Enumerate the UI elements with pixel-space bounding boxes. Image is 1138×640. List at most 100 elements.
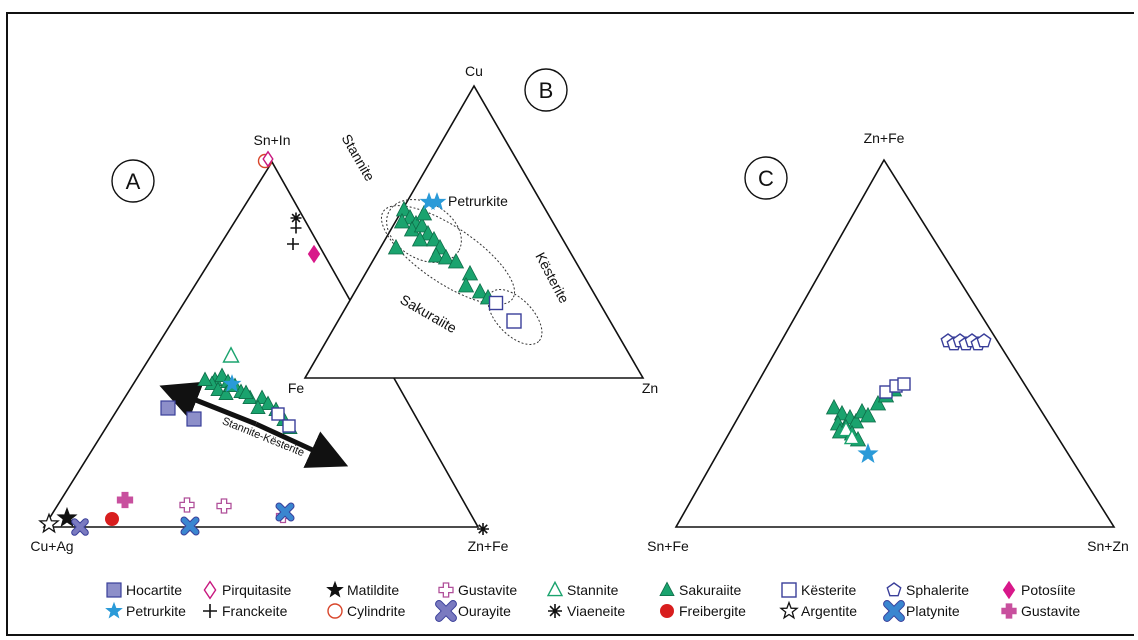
legend-item: Gustavite bbox=[438, 582, 517, 598]
legend-label: Sphalerite bbox=[906, 582, 969, 598]
legend-item: Franckeite bbox=[203, 603, 288, 619]
point-gustavite bbox=[216, 498, 232, 514]
legend-label: Franckeite bbox=[222, 603, 288, 619]
legend-item: Pirquitasite bbox=[203, 580, 291, 600]
panel-b-points bbox=[387, 192, 522, 329]
point-viaeneite bbox=[290, 212, 302, 224]
panel-b-vertex-left: Fe bbox=[288, 380, 305, 396]
point-sakuraiite bbox=[471, 282, 489, 299]
point-pirquitasite bbox=[262, 150, 274, 168]
legend-symbol-star-filled bbox=[326, 580, 344, 598]
point-sakuraiite bbox=[395, 200, 413, 217]
legend-symbol-asterisk bbox=[548, 604, 562, 618]
point-sakuraiite bbox=[218, 385, 234, 401]
legend: Hocartite Pirquitasite Matildite Gustavite S… bbox=[105, 580, 1080, 622]
legend-label: Matildite bbox=[347, 582, 399, 598]
legend-item: Kësterite bbox=[781, 582, 856, 598]
legend-label: Stannite bbox=[567, 582, 619, 598]
legend-item: Potosíite bbox=[1002, 580, 1076, 600]
panel-a-letter: A bbox=[126, 169, 141, 194]
point-stannite bbox=[837, 420, 855, 437]
point-sakuraiite bbox=[461, 264, 479, 281]
legend-item: Viaeneite bbox=[548, 603, 625, 619]
point-sakuraiite bbox=[260, 395, 276, 411]
panel-a: A Sn+In Cu+Ag Zn+Fe Stannite-Kësterite bbox=[30, 132, 508, 554]
panel-b: B Cu Fe Zn Stannite Kësterite Sakuraiite… bbox=[288, 63, 658, 396]
point-sakuraiite bbox=[869, 394, 887, 411]
point-petrurkite bbox=[427, 192, 447, 210]
point-sakuraiite bbox=[393, 212, 411, 229]
panel-c-points bbox=[825, 333, 992, 464]
legend-symbol-star-open bbox=[779, 600, 799, 620]
legend-symbol-circle-open bbox=[327, 603, 343, 619]
legend-label: Kësterite bbox=[801, 582, 856, 598]
panel-c: C Zn+Fe Sn+Fe Sn+Zn bbox=[647, 130, 1129, 554]
legend-symbol-x-filled bbox=[435, 600, 457, 622]
legend-label: Viaeneite bbox=[567, 603, 625, 619]
legend-label: Freibergite bbox=[679, 603, 746, 619]
panel-b-vertex-right: Zn bbox=[642, 380, 658, 396]
point-sakuraiite bbox=[238, 384, 254, 400]
point-petrurkite bbox=[857, 442, 879, 464]
point-viaeneite bbox=[477, 523, 489, 535]
legend-label: Cylindrite bbox=[347, 603, 406, 619]
point-ksterite bbox=[271, 407, 285, 421]
point-sakuraiite bbox=[825, 398, 843, 415]
legend-symbol-star-filled bbox=[105, 601, 123, 619]
legend-symbol-cross-filled bbox=[1001, 603, 1017, 619]
point-sakuraiite bbox=[387, 238, 405, 255]
legend-item: Gustavite bbox=[1001, 603, 1080, 619]
point-gustavite bbox=[179, 497, 195, 513]
panel-c-letter-circle bbox=[744, 156, 788, 200]
point-platynite bbox=[180, 516, 200, 536]
panel-a-vertex-right: Zn+Fe bbox=[468, 538, 509, 554]
point-sakuraiite bbox=[413, 216, 431, 233]
point-sakuraiite bbox=[437, 248, 455, 265]
legend-item: Hocartite bbox=[106, 582, 182, 598]
point-sakuraiite bbox=[250, 399, 266, 415]
point-sakuraiite bbox=[847, 412, 865, 429]
legend-item: Sphalerite bbox=[886, 582, 969, 598]
panel-b-triangle bbox=[303, 84, 645, 379]
panel-b-label-stannite: Stannite bbox=[339, 131, 379, 184]
point-matildite bbox=[56, 506, 78, 528]
point-hocartite bbox=[160, 400, 176, 416]
point-platynite bbox=[275, 502, 295, 522]
legend-symbol-cross-open bbox=[438, 582, 454, 598]
panel-b-label-petrurkite: Petrurkite bbox=[448, 193, 508, 209]
legend-item: Ourayite bbox=[435, 600, 511, 622]
panel-c-vertex-left: Sn+Fe bbox=[647, 538, 689, 554]
point-franckeite bbox=[290, 222, 302, 234]
point-gustavite bbox=[116, 491, 134, 509]
point-hocartite bbox=[186, 411, 202, 427]
legend-item: Matildite bbox=[326, 580, 399, 598]
figure-frame bbox=[6, 12, 1134, 636]
legend-item: Cylindrite bbox=[327, 603, 406, 619]
legend-symbol-triangle-filled bbox=[659, 581, 675, 596]
panel-a-vertex-top: Sn+In bbox=[254, 132, 291, 148]
point-sakuraiite bbox=[427, 246, 445, 263]
point-petrurkite bbox=[222, 374, 242, 392]
panel-c-vertex-right: Sn+Zn bbox=[1087, 538, 1129, 554]
panel-b-ellipse-sakuraiite bbox=[380, 205, 516, 305]
panel-c-vertex-top: Zn+Fe bbox=[864, 130, 905, 146]
point-sakuraiite bbox=[197, 371, 213, 387]
point-argentite bbox=[38, 512, 60, 534]
point-sakuraiite bbox=[415, 204, 433, 221]
point-sakuraiite bbox=[210, 381, 226, 397]
legend-symbol-diamond-filled bbox=[1002, 580, 1016, 600]
stannite-kesterite-arrow bbox=[159, 381, 257, 427]
point-kesterite bbox=[897, 377, 911, 391]
legend-symbol-triangle-open bbox=[546, 580, 564, 597]
point-kesterite bbox=[506, 313, 522, 329]
stannite-kesterite-arrow bbox=[254, 421, 349, 468]
panel-b-vertex-top: Cu bbox=[465, 63, 483, 79]
panel-b-letter: B bbox=[539, 78, 554, 103]
panel-a-vertex-left: Cu+Ag bbox=[30, 538, 73, 554]
panel-a-letter-circle bbox=[111, 159, 155, 203]
point-sakuraiite bbox=[457, 276, 475, 293]
legend-item: Argentite bbox=[779, 600, 857, 620]
legend-symbol-diamond-open bbox=[203, 580, 217, 600]
legend-symbol-square-filled bbox=[106, 582, 122, 598]
